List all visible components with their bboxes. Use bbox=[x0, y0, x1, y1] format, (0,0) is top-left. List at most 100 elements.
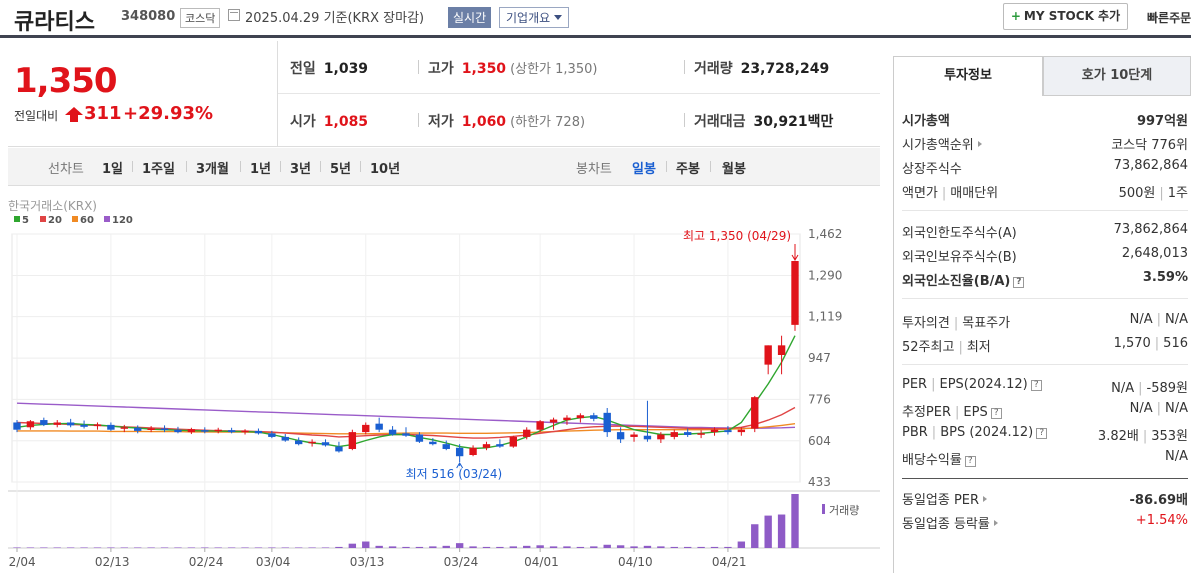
volume-bar bbox=[80, 547, 88, 548]
volume-bar bbox=[603, 544, 611, 548]
help-icon[interactable]: ? bbox=[964, 456, 976, 467]
my-stock-add-button[interactable]: + MY STOCK 추가 bbox=[1003, 3, 1128, 30]
triangle-right-icon bbox=[993, 520, 998, 526]
candle-body bbox=[268, 433, 276, 437]
candle-body bbox=[643, 435, 652, 440]
candle-body bbox=[227, 430, 236, 433]
volume-bar bbox=[549, 546, 558, 548]
volume-bar bbox=[496, 546, 504, 548]
volume-bar bbox=[295, 547, 303, 548]
candle-body bbox=[442, 444, 450, 449]
volume-bar bbox=[26, 547, 35, 548]
candle-body bbox=[724, 430, 732, 433]
current-price: 1,350 bbox=[14, 61, 118, 101]
volume-bar bbox=[563, 546, 571, 548]
volume-bar bbox=[66, 547, 75, 548]
period-3y[interactable]: 3년 bbox=[290, 162, 312, 177]
candle-body bbox=[670, 432, 678, 437]
volume-bar bbox=[308, 547, 316, 548]
candle-body bbox=[751, 397, 759, 429]
price-summary: 1,350 전일대비 311 +29.93% 전일 1,039 고가 1,350 (상… bbox=[8, 41, 880, 147]
help-icon[interactable]: ? bbox=[1036, 428, 1048, 439]
volume-bar bbox=[174, 547, 182, 548]
volume-bar bbox=[442, 545, 450, 548]
divider bbox=[418, 60, 419, 74]
candle-monthly[interactable]: 월봉 bbox=[722, 162, 746, 177]
triangle-right-icon bbox=[977, 141, 982, 147]
par-value-row: 액면가 | 매매단위 500원 | 1주 bbox=[902, 186, 1188, 201]
candle-body bbox=[697, 433, 705, 435]
current-price-box: 1,350 전일대비 311 +29.93% bbox=[8, 41, 278, 147]
candle-body bbox=[710, 429, 719, 433]
candle-body bbox=[482, 444, 491, 448]
volume-bar bbox=[737, 541, 746, 548]
candle-body bbox=[616, 432, 625, 440]
candle-chart-label: 봉차트 bbox=[576, 162, 612, 177]
candle-daily[interactable]: 일봉 bbox=[632, 162, 656, 177]
volume-bar bbox=[415, 546, 424, 548]
y-tick-label: 1,119 bbox=[808, 310, 842, 324]
volume-bar bbox=[455, 543, 464, 548]
sector-per-row[interactable]: 동일업종 PER -86.69배 bbox=[902, 493, 1188, 508]
tab-invest-info[interactable]: 투자정보 bbox=[893, 56, 1043, 96]
volume-bar bbox=[348, 543, 357, 548]
candle-body bbox=[254, 430, 263, 434]
x-tick-label: 04/01 bbox=[524, 555, 559, 569]
volume-bar bbox=[254, 547, 263, 548]
divider bbox=[280, 161, 281, 172]
volume-bar bbox=[362, 541, 370, 548]
candle-body bbox=[496, 444, 504, 447]
candle-body bbox=[160, 428, 169, 430]
tab-orderbook-10[interactable]: 호가 10단계 bbox=[1043, 56, 1191, 96]
volume-bar bbox=[643, 545, 652, 548]
volume-bar bbox=[402, 546, 410, 548]
triangle-right-icon bbox=[983, 496, 988, 502]
divider bbox=[240, 161, 241, 172]
sector-change-row[interactable]: 동일업종 등락률 +1.54% bbox=[902, 513, 1188, 532]
candle-body bbox=[657, 434, 665, 440]
period-1d[interactable]: 1일 bbox=[102, 162, 124, 177]
x-tick-label: 03/04 bbox=[256, 555, 291, 569]
volume-bar bbox=[482, 546, 491, 548]
help-icon[interactable]: ? bbox=[990, 408, 1002, 419]
volume-bar bbox=[523, 545, 531, 548]
x-tick-label: 02/24 bbox=[189, 555, 224, 569]
y-tick-label: 947 bbox=[808, 351, 831, 365]
x-tick-label: 04/21 bbox=[712, 555, 747, 569]
candle-body bbox=[120, 427, 128, 429]
volume-bar bbox=[724, 546, 732, 548]
quick-order-link[interactable]: 빠른주문 bbox=[1147, 11, 1191, 25]
realtime-button[interactable]: 실시간 bbox=[448, 7, 492, 28]
period-5y[interactable]: 5년 bbox=[330, 162, 352, 177]
open-price: 시가 1,085 bbox=[290, 114, 369, 130]
market-badge: 코스닥 bbox=[180, 8, 221, 28]
week52-row: 52주최고 | 최저 1,570 | 516 bbox=[902, 336, 1188, 355]
help-icon[interactable]: ? bbox=[1013, 277, 1025, 288]
volume-bar bbox=[388, 546, 397, 548]
volume-bar bbox=[429, 546, 437, 548]
candle-body bbox=[737, 429, 746, 433]
volume-bar bbox=[134, 547, 142, 548]
volume-bar bbox=[375, 545, 383, 548]
period-10y[interactable]: 10년 bbox=[370, 162, 401, 177]
candle-body bbox=[187, 429, 196, 433]
volume-bar bbox=[576, 546, 585, 548]
candle-body bbox=[26, 421, 35, 428]
y-tick-label: 604 bbox=[808, 434, 831, 448]
ma120-line bbox=[16, 402, 796, 430]
est-per-eps-row: 추정PER | EPS? N/A | N/A bbox=[902, 401, 1188, 420]
company-overview-dropdown[interactable]: 기업개요 bbox=[499, 7, 570, 28]
candle-weekly[interactable]: 주봉 bbox=[676, 162, 700, 177]
market-cap-rank-row[interactable]: 시가총액순위 코스닥 776위 bbox=[902, 138, 1188, 153]
volume-bar bbox=[187, 547, 196, 548]
period-3m[interactable]: 3개월 bbox=[196, 162, 229, 177]
volume-bar bbox=[616, 545, 625, 548]
x-tick-label: 03/13 bbox=[350, 555, 385, 569]
y-tick-label: 433 bbox=[808, 475, 831, 489]
candle-body bbox=[791, 260, 799, 325]
period-1y[interactable]: 1년 bbox=[250, 162, 272, 177]
volume-bar bbox=[227, 547, 236, 548]
help-icon[interactable]: ? bbox=[1030, 380, 1042, 391]
price-chart[interactable]: 한국거래소(KRX) 5 20 60 120 1,462 1,290 1,119 947 776 6… bbox=[8, 188, 880, 573]
period-1w[interactable]: 1주일 bbox=[142, 162, 175, 177]
